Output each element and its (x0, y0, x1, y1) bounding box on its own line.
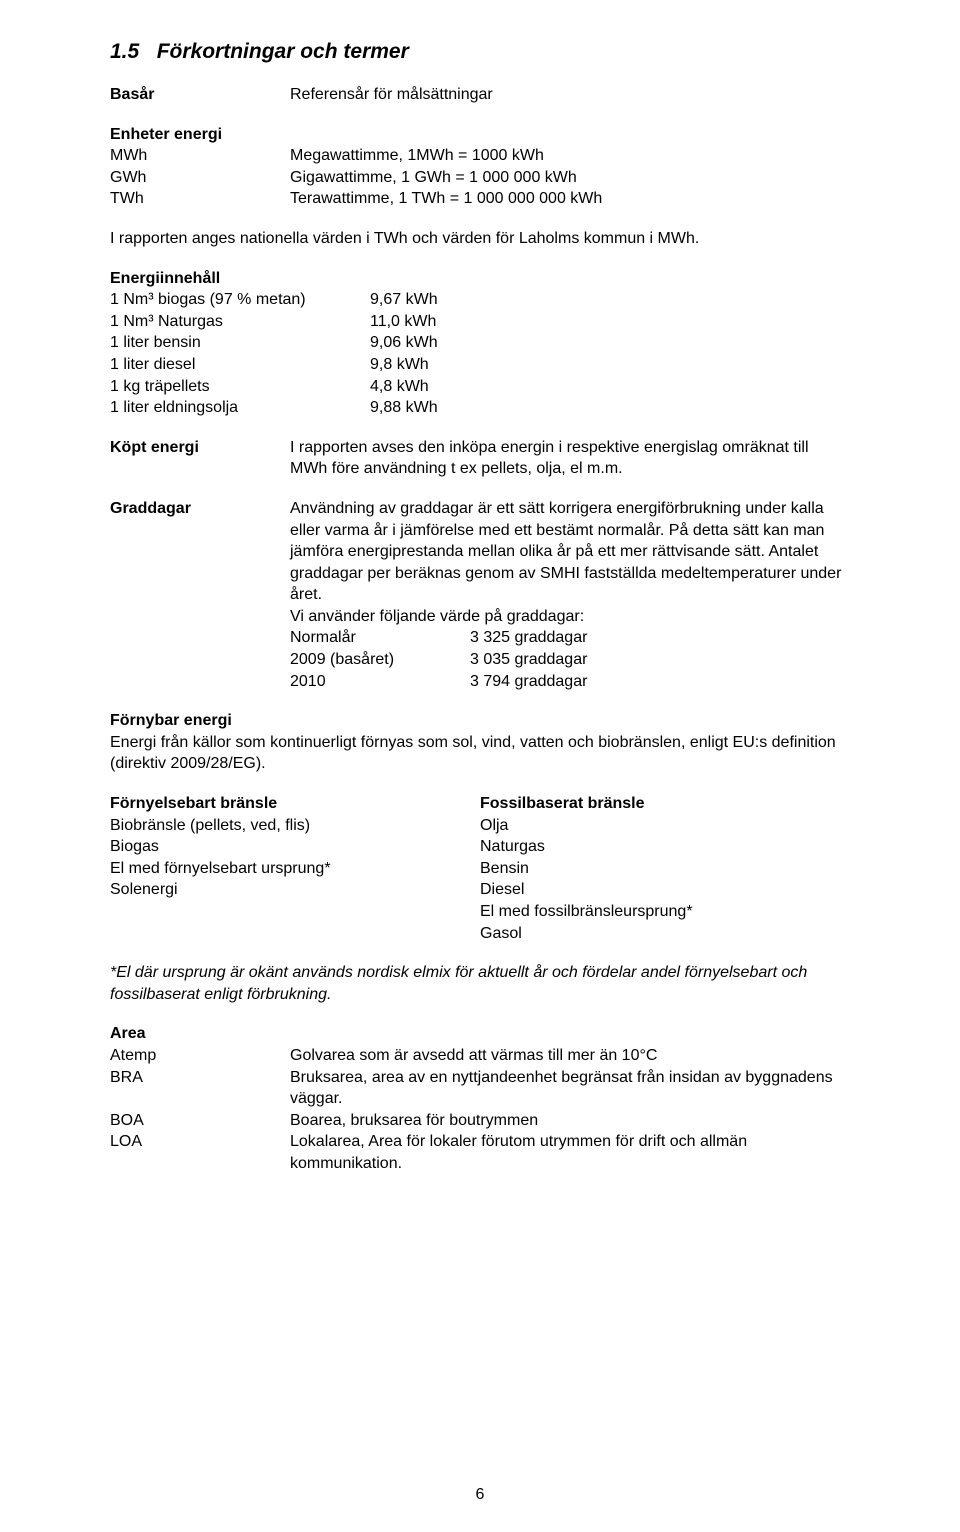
area-label: BRA (110, 1067, 290, 1110)
el-note: *El där ursprung är okänt används nordis… (110, 962, 850, 1005)
energy-label: 1 Nm³ Naturgas (110, 311, 370, 333)
energy-label: 1 liter eldningsolja (110, 397, 370, 419)
unit-label: TWh (110, 188, 290, 210)
energy-label: 1 liter bensin (110, 332, 370, 354)
bransle-right-item: Diesel (480, 879, 850, 901)
energy-value: 9,8 kWh (370, 354, 850, 376)
fornybar-heading: Förnybar energi (110, 710, 850, 732)
graddagar-value-row: 2009 (basåret) 3 035 graddagar (290, 649, 850, 671)
energy-row: 1 liter diesel 9,8 kWh (110, 354, 850, 376)
area-value: Boarea, bruksarea för boutrymmen (290, 1110, 850, 1132)
energy-value: 11,0 kWh (370, 311, 850, 333)
area-row: LOA Lokalarea, Area för lokaler förutom … (110, 1131, 850, 1174)
energy-value: 9,88 kWh (370, 397, 850, 419)
area-value: Golvarea som är avsedd att värmas till m… (290, 1045, 850, 1067)
area-row: BRA Bruksarea, area av en nyttjandeenhet… (110, 1067, 850, 1110)
bransle-right-item: Bensin (480, 858, 850, 880)
fornybar-text: Energi från källor som kontinuerligt för… (110, 732, 850, 775)
energiinnehall-heading: Energiinnehåll (110, 268, 850, 290)
energy-value: 4,8 kWh (370, 376, 850, 398)
enheter-heading: Enheter energi (110, 124, 850, 146)
bransle-left-heading: Förnyelsebart bränsle (110, 793, 480, 815)
graddagar-body: Användning av graddagar är ett sätt korr… (290, 498, 850, 692)
bransle-right-item: Gasol (480, 923, 850, 945)
area-label: LOA (110, 1131, 290, 1174)
energy-row: 1 Nm³ biogas (97 % metan) 9,67 kWh (110, 289, 850, 311)
energy-row: 1 Nm³ Naturgas 11,0 kWh (110, 311, 850, 333)
energy-value: 9,67 kWh (370, 289, 850, 311)
section-title: Förkortningar och termer (157, 40, 409, 63)
section-heading: 1.5 Förkortningar och termer (110, 40, 850, 64)
energy-label: 1 kg träpellets (110, 376, 370, 398)
unit-value: Megawattimme, 1MWh = 1000 kWh (290, 145, 850, 167)
graddagar-label: Graddagar (110, 498, 290, 692)
area-row: Atemp Golvarea som är avsedd att värmas … (110, 1045, 850, 1067)
graddagar-value-row: Normalår 3 325 graddagar (290, 627, 850, 649)
bransle-right-item: El med fossilbränsleursprung* (480, 901, 850, 923)
unit-label: MWh (110, 145, 290, 167)
enheter-row: TWh Terawattimme, 1 TWh = 1 000 000 000 … (110, 188, 850, 210)
document-page: 1.5 Förkortningar och termer Basår Refer… (0, 0, 960, 1532)
section-number: 1.5 (110, 40, 139, 63)
bransle-left-col: Förnyelsebart bränsle Biobränsle (pellet… (110, 793, 480, 944)
graddagar-value: 3 035 graddagar (470, 649, 850, 671)
area-label: BOA (110, 1110, 290, 1132)
bransle-left-item: El med förnyelsebart ursprung* (110, 858, 480, 880)
kopt-energi-label: Köpt energi (110, 437, 290, 480)
bransle-left-item: Solenergi (110, 879, 480, 901)
energy-row: 1 liter eldningsolja 9,88 kWh (110, 397, 850, 419)
bransle-right-item: Olja (480, 815, 850, 837)
energy-row: 1 kg träpellets 4,8 kWh (110, 376, 850, 398)
energy-label: 1 Nm³ biogas (97 % metan) (110, 289, 370, 311)
bransle-left-item: Biogas (110, 836, 480, 858)
kopt-energi-row: Köpt energi I rapporten avses den inköpa… (110, 437, 850, 480)
area-value: Lokalarea, Area för lokaler förutom utry… (290, 1131, 850, 1174)
basar-label: Basår (110, 84, 290, 106)
graddagar-value: 3 325 graddagar (470, 627, 850, 649)
graddagar-text: Användning av graddagar är ett sätt korr… (290, 498, 850, 606)
unit-label: GWh (110, 167, 290, 189)
area-row: BOA Boarea, bruksarea för boutrymmen (110, 1110, 850, 1132)
bransle-right-col: Fossilbaserat bränsle Olja Naturgas Bens… (480, 793, 850, 944)
bransle-right-heading: Fossilbaserat bränsle (480, 793, 850, 815)
basar-value: Referensår för målsättningar (290, 84, 850, 106)
area-label: Atemp (110, 1045, 290, 1067)
page-number: 6 (0, 1486, 960, 1504)
graddagar-intro2: Vi använder följande värde på graddagar: (290, 606, 850, 628)
area-value: Bruksarea, area av en nyttjandeenhet beg… (290, 1067, 850, 1110)
energy-label: 1 liter diesel (110, 354, 370, 376)
energy-value: 9,06 kWh (370, 332, 850, 354)
graddagar-row: Graddagar Användning av graddagar är ett… (110, 498, 850, 692)
kopt-energi-text: I rapporten avses den inköpa energin i r… (290, 437, 850, 480)
unit-value: Gigawattimme, 1 GWh = 1 000 000 kWh (290, 167, 850, 189)
graddagar-year: Normalår (290, 627, 470, 649)
bransle-columns: Förnyelsebart bränsle Biobränsle (pellet… (110, 793, 850, 944)
bransle-left-item: Biobränsle (pellets, ved, flis) (110, 815, 480, 837)
energy-row: 1 liter bensin 9,06 kWh (110, 332, 850, 354)
graddagar-year: 2009 (basåret) (290, 649, 470, 671)
enheter-row: MWh Megawattimme, 1MWh = 1000 kWh (110, 145, 850, 167)
unit-value: Terawattimme, 1 TWh = 1 000 000 000 kWh (290, 188, 850, 210)
bransle-right-item: Naturgas (480, 836, 850, 858)
graddagar-year: 2010 (290, 671, 470, 693)
graddagar-value-row: 2010 3 794 graddagar (290, 671, 850, 693)
rapport-note: I rapporten anges nationella värden i TW… (110, 228, 850, 250)
enheter-row: GWh Gigawattimme, 1 GWh = 1 000 000 kWh (110, 167, 850, 189)
area-heading: Area (110, 1023, 850, 1045)
graddagar-value: 3 794 graddagar (470, 671, 850, 693)
